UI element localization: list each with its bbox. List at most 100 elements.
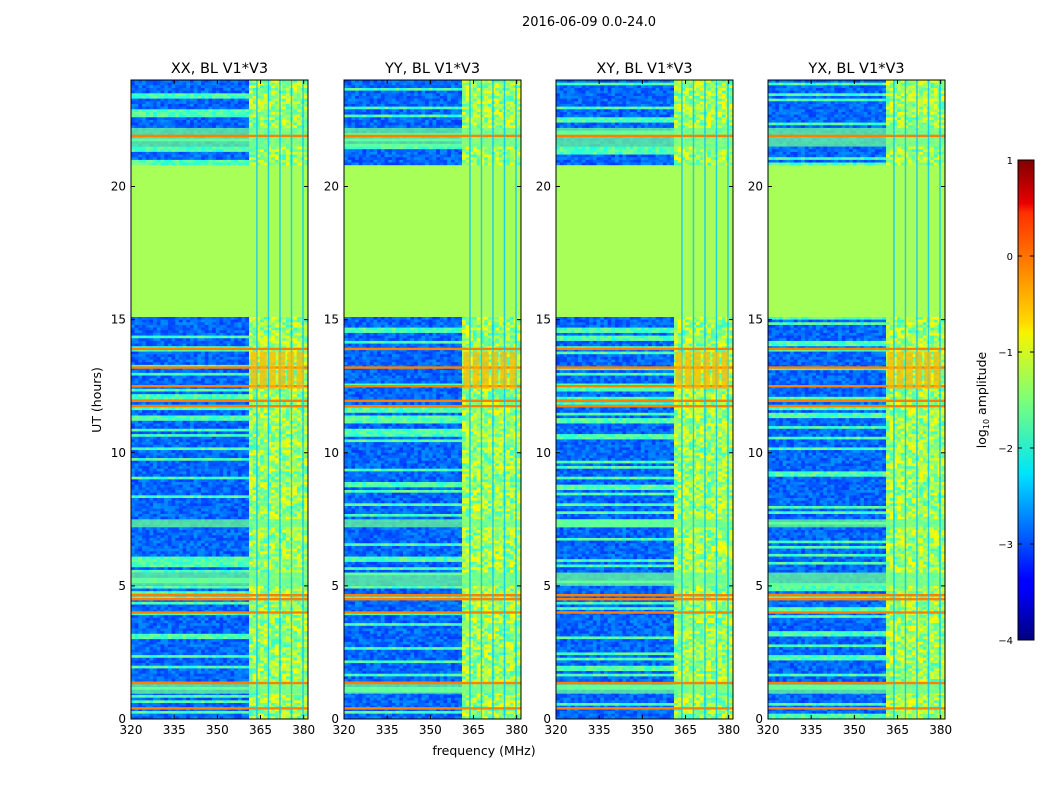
heatmap-cell (245, 487, 250, 491)
heatmap-cell (293, 348, 298, 353)
heatmap-cell (164, 101, 169, 105)
heatmap-cell (234, 394, 239, 398)
heatmap-cell (131, 119, 136, 124)
heatmap-cell (149, 431, 154, 435)
heatmap-cell (134, 434, 139, 438)
heatmap-cell (226, 356, 232, 361)
heatmap-cell (282, 93, 287, 97)
heatmap-cell (212, 498, 217, 502)
heatmap-cell (193, 119, 198, 124)
heatmap-cell (156, 95, 162, 100)
heatmap-cell (226, 506, 232, 510)
heatmap-cell (226, 426, 232, 430)
heatmap-cell (252, 87, 257, 92)
heatmap-cell (208, 455, 213, 459)
heatmap-cell (167, 80, 173, 84)
heatmap-cell (226, 412, 232, 417)
heatmap-cell (175, 154, 180, 158)
heatmap-cell (230, 442, 235, 446)
heatmap-cell (271, 157, 276, 161)
heatmap-cell (249, 479, 254, 483)
heatmap-cell (142, 463, 147, 467)
heatmap-cell (252, 146, 257, 150)
heatmap-cell (223, 407, 228, 411)
heatmap-cell (230, 370, 235, 374)
heatmap-cell (256, 340, 261, 345)
heatmap-cell (219, 436, 224, 441)
heatmap-cell (138, 418, 143, 422)
heatmap-cell (171, 500, 176, 504)
heatmap-cell (230, 98, 235, 102)
heatmap-cell (223, 380, 228, 385)
heatmap-cell (131, 82, 136, 86)
heatmap-cell (153, 415, 158, 419)
heatmap-cell (153, 375, 158, 379)
heatmap-cell (226, 396, 232, 401)
heatmap-cell (193, 431, 198, 435)
heatmap-cell (215, 335, 221, 339)
heatmap-cell (197, 93, 202, 97)
heatmap-cell (226, 354, 232, 358)
heatmap-cell (153, 439, 158, 443)
heatmap-cell (223, 378, 228, 382)
heatmap-cell (271, 117, 276, 121)
heatmap-cell (178, 87, 184, 92)
heatmap-cell (285, 423, 291, 427)
heatmap-cell (271, 330, 276, 334)
heatmap-cell (160, 436, 165, 441)
heatmap-cell (131, 498, 136, 502)
heatmap-cell (293, 394, 298, 398)
heatmap-cell (271, 500, 276, 504)
heatmap-cell (153, 117, 158, 121)
heatmap-cell (149, 90, 154, 94)
heatmap-cell (145, 415, 151, 419)
heatmap-cell (263, 498, 269, 502)
heatmap-cell (226, 378, 232, 382)
heatmap-cell (223, 503, 228, 507)
heatmap-cell (208, 394, 213, 398)
heatmap-cell (142, 330, 147, 334)
heatmap-cell (164, 436, 169, 441)
heatmap-cell (164, 444, 169, 449)
heatmap-cell (178, 157, 184, 161)
heatmap-cell (267, 444, 272, 449)
heatmap-cell (164, 98, 169, 102)
heatmap-cell (182, 482, 187, 486)
heatmap-cell (145, 388, 151, 393)
heatmap-cell (260, 159, 265, 164)
heatmap-cell (234, 426, 239, 430)
heatmap-cell (304, 426, 308, 430)
heatmap-cell (156, 122, 162, 126)
heatmap-cell (208, 98, 213, 102)
heatmap-cell (293, 343, 298, 347)
heatmap-cell (230, 154, 235, 158)
heatmap-cell (149, 151, 154, 156)
heatmap-cell (304, 93, 308, 97)
heatmap-cell (296, 93, 302, 97)
heatmap-cell (219, 503, 224, 507)
heatmap-cell (296, 98, 302, 102)
heatmap-cell (293, 466, 298, 470)
heatmap-cell (175, 316, 180, 321)
heatmap-cell (167, 322, 173, 326)
heatmap-cell (293, 468, 298, 472)
heatmap-cell (175, 442, 180, 446)
heatmap-cell (186, 146, 191, 150)
heatmap-cell (167, 431, 173, 435)
heatmap-cell (208, 87, 213, 92)
heatmap-cell (193, 492, 198, 496)
heatmap-cell (142, 370, 147, 374)
heatmap-cell (160, 503, 165, 507)
heatmap-cell (160, 322, 165, 326)
heatmap-cell (167, 471, 173, 475)
heatmap-cell (171, 154, 176, 158)
heatmap-cell (153, 444, 158, 449)
heatmap-cell (204, 436, 210, 441)
heatmap-cell (182, 503, 187, 507)
heatmap-cell (234, 506, 239, 510)
heatmap-cell (156, 463, 162, 467)
heatmap-cell (208, 117, 213, 121)
heatmap-cell (201, 431, 206, 435)
heatmap-cell (193, 122, 198, 126)
heatmap-cell (193, 324, 198, 329)
